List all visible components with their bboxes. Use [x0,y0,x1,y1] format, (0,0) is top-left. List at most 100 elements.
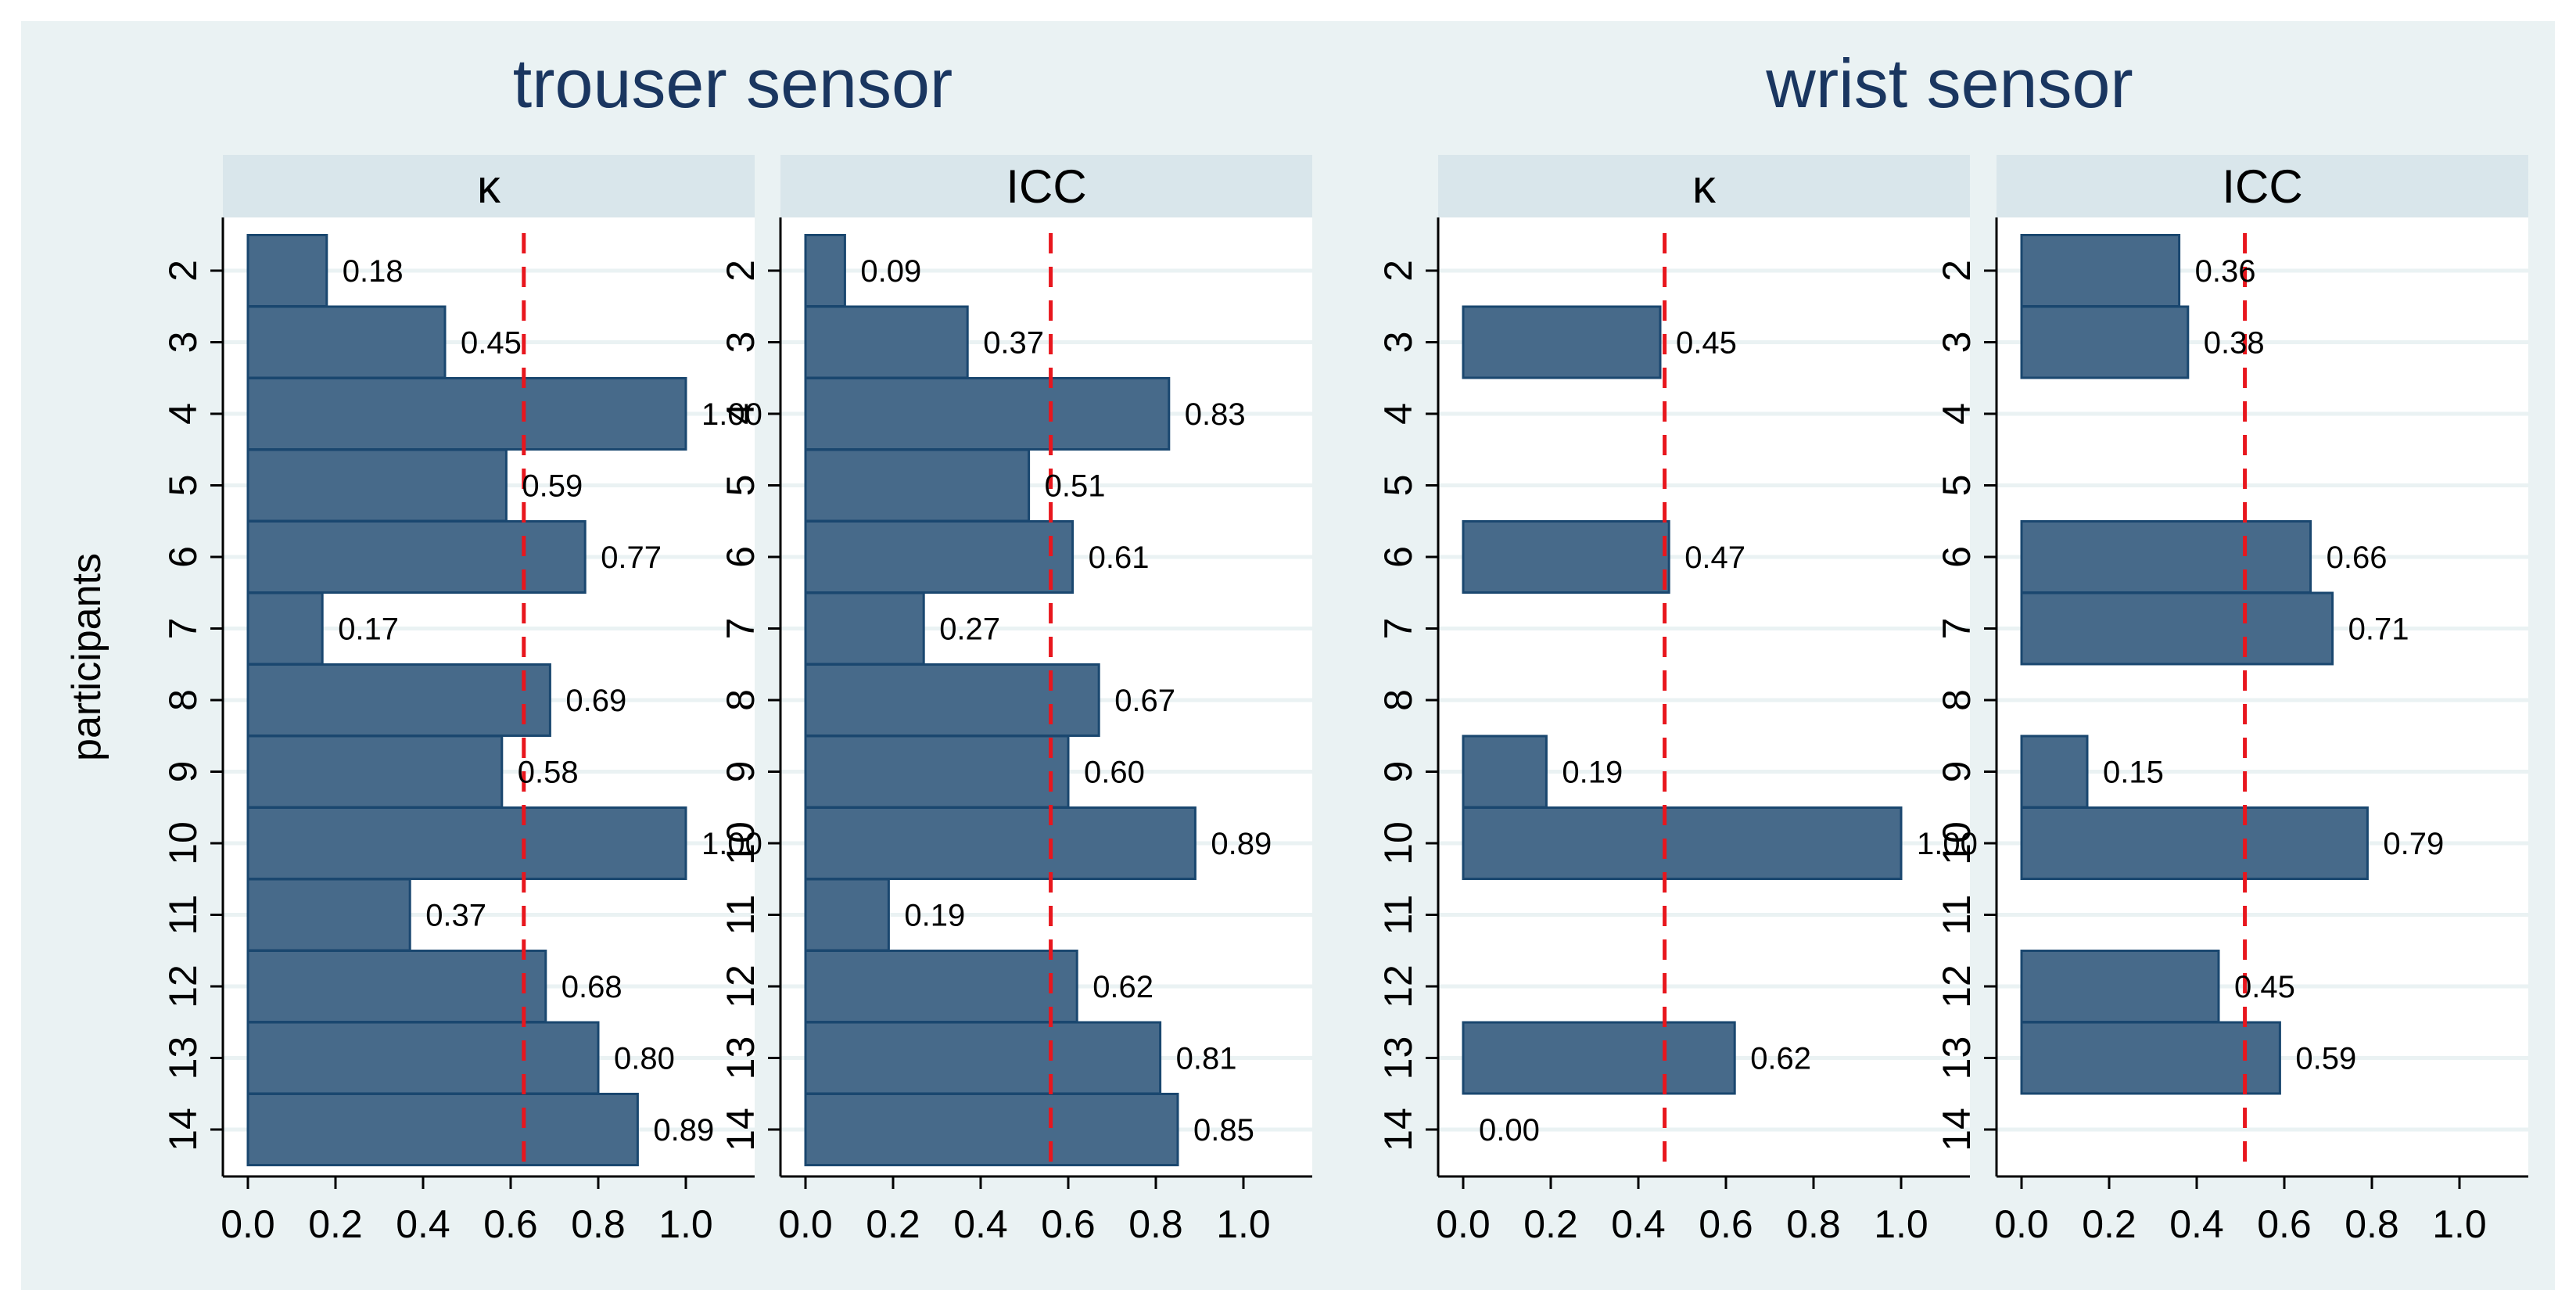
x-tick-label-trouser-icc: 0.6 [1041,1202,1096,1246]
panel-strip-trouser-icc [780,155,1312,217]
panels-container: κ0.180.451.000.590.770.170.690.581.000.3… [161,155,2528,1246]
panel-label-wrist-icc: ICC [2222,160,2302,213]
y-tick-label-wrist-icc-9: 9 [1935,761,1979,783]
value-label-trouser-kappa-7: 0.17 [338,612,399,647]
bar-wrist-kappa-6 [1462,520,1670,594]
bar-trouser-kappa-5 [246,448,508,523]
bar-trouser-icc-3 [804,305,969,379]
value-label-trouser-icc-7: 0.27 [939,612,1000,647]
bar-wrist-kappa-10 [1462,806,1903,880]
panel-label-trouser-kappa: κ [477,160,501,213]
bar-trouser-kappa-2 [246,234,328,307]
bar-wrist-kappa-13 [1462,1021,1736,1095]
y-tick-label-wrist-icc-11: 11 [1935,895,1979,936]
y-tick-label-trouser-icc-9: 9 [719,761,762,783]
value-label-trouser-icc-11: 0.19 [904,899,965,933]
x-tick-label-wrist-icc: 0.6 [2257,1202,2312,1246]
value-label-trouser-kappa-12: 0.68 [561,970,622,1004]
bar-trouser-icc-8 [804,663,1100,737]
y-tick-label-trouser-kappa-11: 11 [161,895,205,936]
x-tick-label-wrist-kappa: 0.6 [1699,1202,1753,1246]
y-tick-label-wrist-icc-13: 13 [1935,1036,1979,1080]
x-tick-label-wrist-kappa: 0.2 [1523,1202,1578,1246]
bar-trouser-icc-5 [804,448,1031,523]
value-label-wrist-kappa-10: 1.00 [1917,827,1978,861]
y-tick-label-trouser-kappa-8: 8 [161,689,205,711]
value-label-wrist-kappa-6: 0.47 [1684,541,1745,575]
value-label-wrist-kappa-13: 0.62 [1750,1042,1811,1076]
value-label-trouser-icc-10: 0.89 [1211,827,1272,861]
x-tick-label-wrist-kappa: 0.8 [1786,1202,1841,1246]
value-label-wrist-icc-6: 0.66 [2327,541,2388,575]
bar-trouser-icc-13 [804,1021,1162,1095]
y-tick-label-wrist-icc-3: 3 [1935,332,1979,354]
bar-wrist-icc-13 [2020,1021,2281,1095]
y-tick-label-wrist-kappa-6: 6 [1376,546,1420,568]
y-tick-label-wrist-icc-5: 5 [1935,475,1979,497]
bar-trouser-icc-14 [804,1093,1179,1166]
x-tick-label-trouser-kappa: 0.4 [396,1202,450,1246]
y-tick-label-trouser-kappa-14: 14 [161,1108,205,1151]
value-label-wrist-icc-3: 0.38 [2204,326,2265,361]
panel-wrist-kappa: κ 0.45 0.47 0.19 1.00 0.62 0.00 0.0 0.2 0.4 0.6 0.8… [1376,155,1978,1246]
value-label-wrist-icc-13: 0.59 [2295,1042,2356,1076]
bar-trouser-kappa-12 [246,950,547,1023]
value-label-trouser-icc-4: 0.83 [1185,397,1246,432]
value-label-trouser-kappa-9: 0.58 [518,756,579,790]
y-tick-label-trouser-kappa-4: 4 [161,403,205,425]
panel-trouser-kappa: κ0.180.451.000.590.770.170.690.581.000.3… [161,155,762,1246]
y-tick-label-wrist-kappa-7: 7 [1376,618,1420,640]
panel-label-wrist-kappa: κ [1692,160,1717,213]
y-tick-label-trouser-icc-2: 2 [719,260,762,282]
y-tick-label-trouser-icc-14: 14 [719,1108,762,1151]
panel-strip-wrist-icc [1997,155,2528,217]
y-tick-label-trouser-icc-11: 11 [719,895,762,936]
value-label-trouser-kappa-8: 0.69 [565,684,626,718]
panel-label-trouser-icc: ICC [1006,160,1086,213]
x-tick-label-trouser-icc: 0.8 [1128,1202,1183,1246]
y-tick-label-wrist-icc-10: 10 [1935,821,1979,865]
bar-trouser-icc-4 [804,377,1171,451]
bar-wrist-icc-6 [2020,520,2312,594]
y-tick-label-trouser-icc-8: 8 [719,689,762,711]
y-tick-label-wrist-kappa-3: 3 [1376,332,1420,354]
group-title-trouser: trouser sensor [513,45,953,122]
bar-trouser-kappa-4 [246,377,687,451]
bar-trouser-kappa-3 [246,305,447,379]
y-tick-label-trouser-kappa-2: 2 [161,260,205,282]
value-label-trouser-kappa-4: 1.00 [701,397,762,432]
y-tick-label-wrist-icc-14: 14 [1935,1108,1979,1151]
y-tick-label-wrist-icc-8: 8 [1935,689,1979,711]
value-label-trouser-icc-5: 0.51 [1045,469,1106,504]
x-tick-label-trouser-kappa: 1.0 [658,1202,713,1246]
value-label-trouser-icc-13: 0.81 [1176,1042,1237,1076]
value-label-wrist-kappa-3: 0.45 [1676,326,1737,361]
y-tick-label-wrist-kappa-4: 4 [1376,403,1420,425]
bar-trouser-kappa-11 [246,878,411,952]
x-tick-label-trouser-icc: 0.2 [866,1202,920,1246]
y-tick-label-trouser-kappa-3: 3 [161,332,205,354]
y-tick-label-wrist-kappa-2: 2 [1376,260,1420,282]
y-tick-label-wrist-kappa-11: 11 [1376,895,1420,936]
bar-wrist-icc-12 [2020,950,2220,1023]
bar-wrist-icc-2 [2020,234,2181,307]
bar-wrist-kappa-3 [1462,305,1662,379]
value-label-trouser-kappa-2: 0.18 [343,254,404,289]
bar-wrist-icc-7 [2020,591,2334,666]
value-label-trouser-kappa-6: 0.77 [601,541,662,575]
x-tick-label-trouser-kappa: 0.8 [571,1202,626,1246]
bar-wrist-kappa-9 [1462,735,1548,809]
value-label-wrist-icc-12: 0.45 [2234,970,2295,1004]
y-tick-label-trouser-kappa-12: 12 [161,964,205,1008]
y-tick-label-trouser-icc-13: 13 [719,1036,762,1080]
y-tick-label-wrist-icc-6: 6 [1935,546,1979,568]
x-tick-label-trouser-kappa: 0.0 [221,1202,275,1246]
y-tick-label-wrist-kappa-9: 9 [1376,761,1420,783]
y-tick-label-trouser-kappa-6: 6 [161,546,205,568]
y-tick-label-wrist-icc-12: 12 [1935,964,1979,1008]
x-tick-label-wrist-icc: 0.4 [2169,1202,2224,1246]
y-tick-label-trouser-icc-5: 5 [719,475,762,497]
x-tick-label-trouser-icc: 0.4 [953,1202,1008,1246]
value-label-trouser-icc-6: 0.61 [1089,541,1150,575]
y-tick-label-trouser-icc-4: 4 [719,403,762,425]
